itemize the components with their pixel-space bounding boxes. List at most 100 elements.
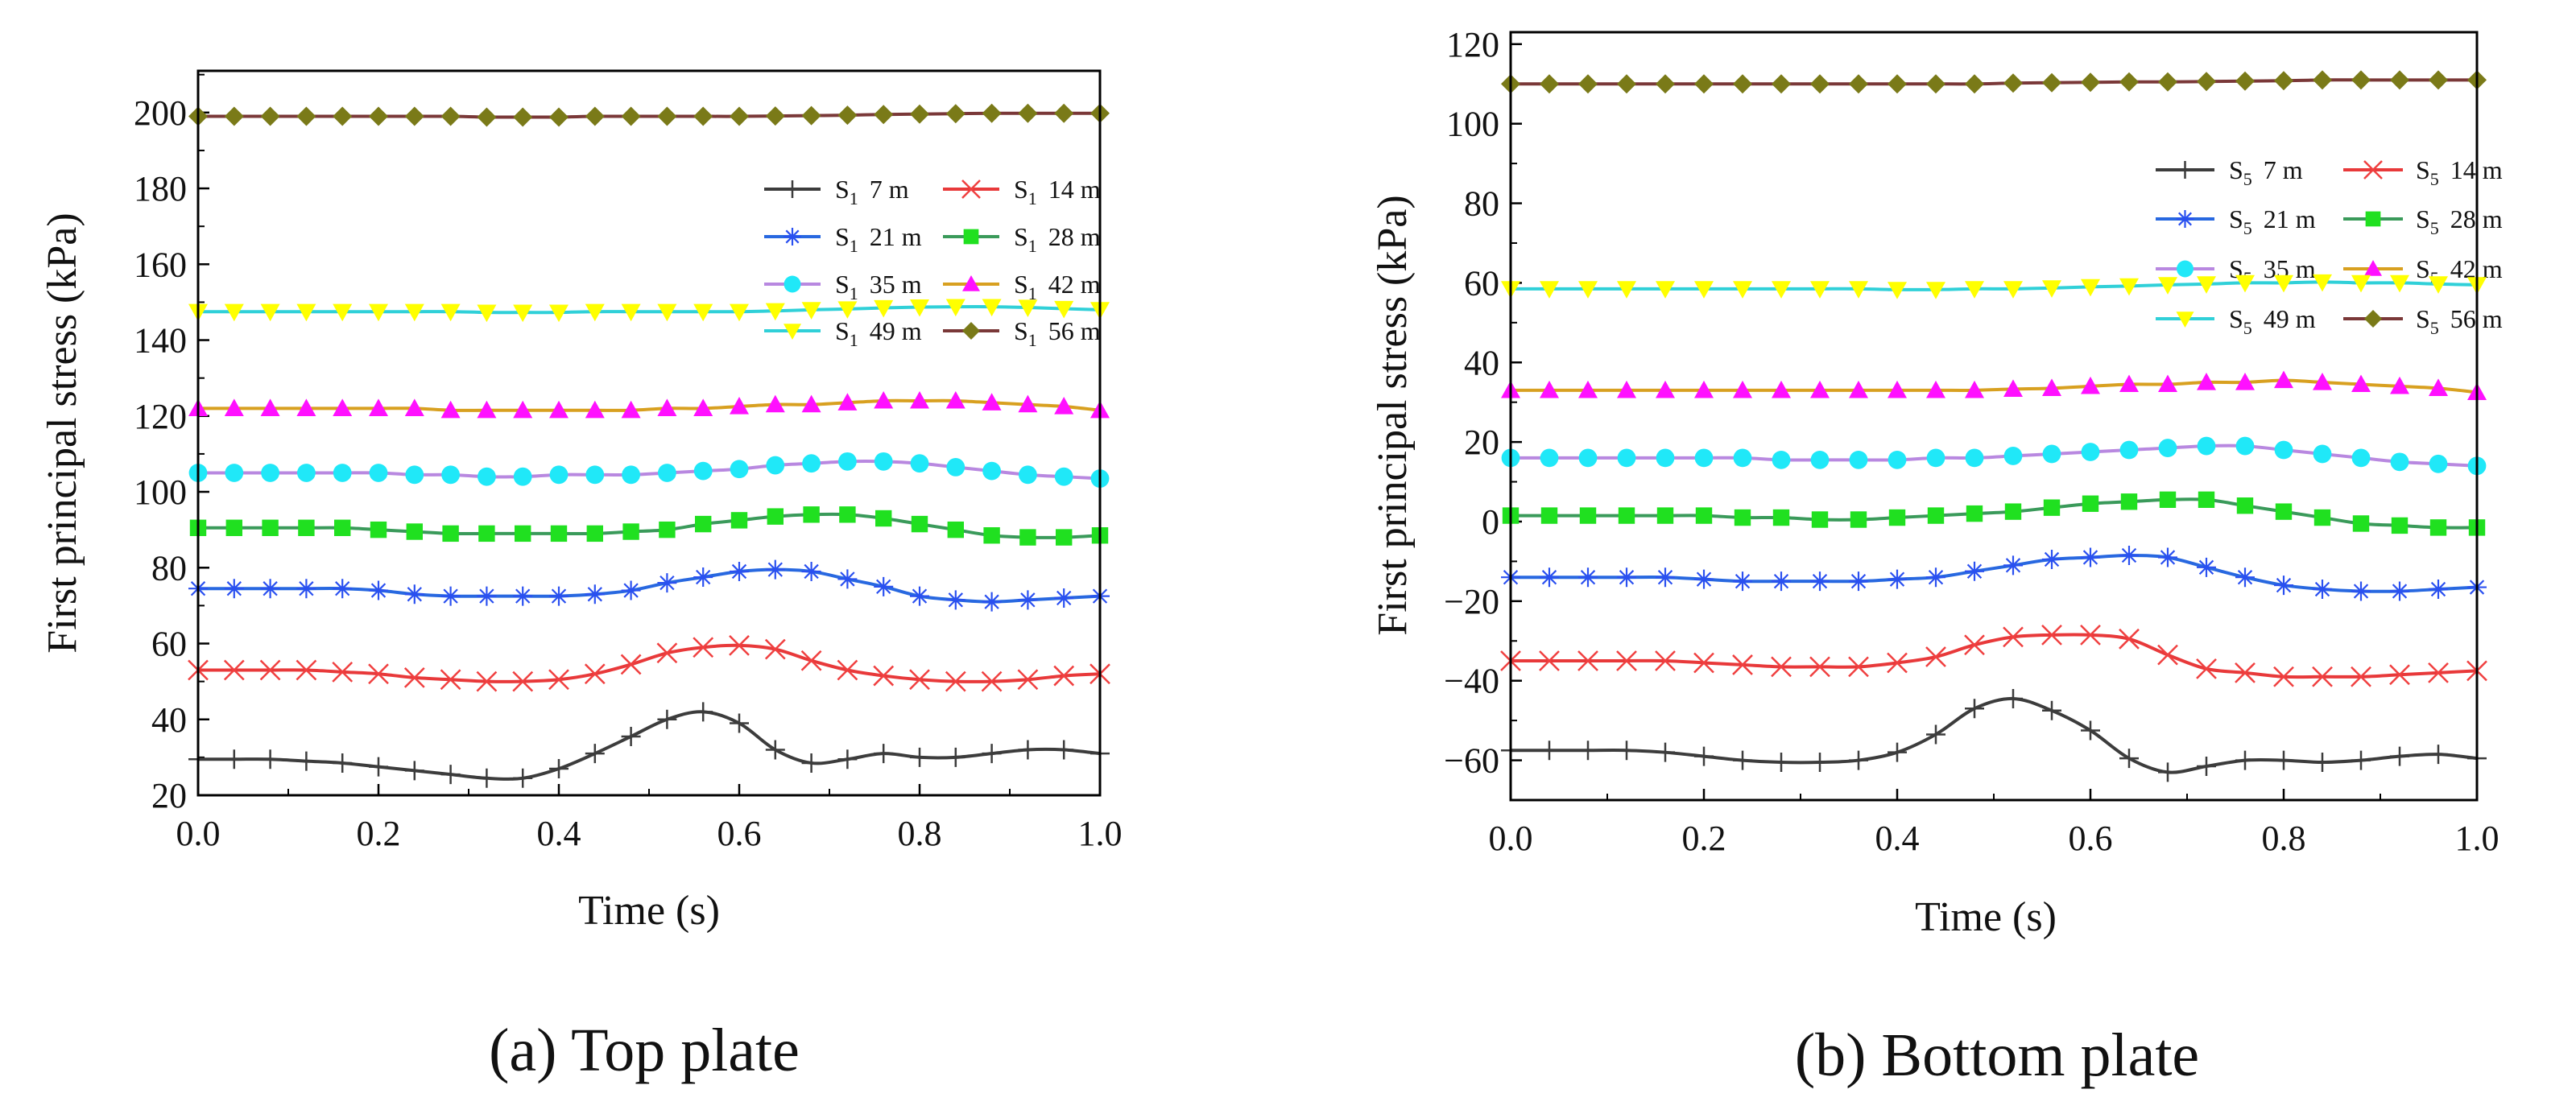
square-marker xyxy=(1019,529,1036,546)
legend-label-main: S xyxy=(1014,222,1028,251)
legend-label: S1 28 m xyxy=(1014,222,1101,256)
diamond-marker xyxy=(585,106,605,126)
triangle-up-marker xyxy=(549,400,569,419)
triangle-up-marker xyxy=(260,398,280,416)
series-s1-28-m xyxy=(189,506,1109,546)
asterisk-marker xyxy=(1849,571,1868,592)
plus-marker xyxy=(801,753,821,773)
x-tick-label: 0.0 xyxy=(176,814,221,853)
x-marker xyxy=(1771,656,1792,678)
diamond-marker xyxy=(874,105,894,125)
triangle-down-marker xyxy=(2351,274,2371,293)
diamond-marker xyxy=(2003,73,2023,93)
diamond-marker xyxy=(693,106,713,126)
diamond-marker xyxy=(2235,71,2255,91)
square-marker xyxy=(1772,509,1790,526)
legend-label-sub: 5 xyxy=(2243,169,2252,189)
legend-label-tail: 35 m xyxy=(870,270,922,299)
asterisk-marker xyxy=(296,579,316,599)
triangle-down-marker xyxy=(2429,276,2448,294)
y-tick-label: 20 xyxy=(151,776,187,815)
diamond-marker xyxy=(730,106,749,126)
circle-marker xyxy=(2274,440,2293,460)
x-tick-label: 0.2 xyxy=(1682,819,1726,858)
diamond-marker xyxy=(1772,74,1791,94)
y-tick-label: 100 xyxy=(1446,105,1499,144)
x-marker xyxy=(2312,666,2333,687)
legend-label-sub: 1 xyxy=(1028,283,1037,303)
legend-label-main: S xyxy=(2416,304,2430,333)
legend-entry: S1 42 m xyxy=(943,270,1101,303)
triangle-up-marker xyxy=(296,398,316,416)
legend-label-tail: 28 m xyxy=(1048,222,1101,251)
x-marker xyxy=(800,650,822,671)
series-s1-42-m xyxy=(188,390,1110,419)
x-axis-title: Time (s) xyxy=(578,888,720,934)
triangle-up-marker xyxy=(2390,376,2409,394)
legend-label-sub: 5 xyxy=(2430,318,2439,338)
triangle-down-marker xyxy=(1810,281,1830,299)
triangle-up-marker xyxy=(1849,380,1868,398)
circle-marker xyxy=(1772,450,1791,469)
triangle-down-marker xyxy=(1965,281,1984,299)
legend-label-main: S xyxy=(2229,304,2243,333)
x-tick-label: 0.6 xyxy=(2069,819,2113,858)
legend-label-tail: 56 m xyxy=(1048,316,1101,345)
square-marker xyxy=(1811,511,1829,528)
asterisk-marker xyxy=(2197,557,2216,577)
triangle-up-marker xyxy=(1926,380,1945,398)
legend-label-sub: 5 xyxy=(2243,318,2252,338)
circle-marker xyxy=(478,467,496,486)
triangle-up-marker xyxy=(1694,380,1714,398)
asterisk-marker xyxy=(404,584,424,604)
x-marker xyxy=(1887,652,1908,674)
asterisk-marker xyxy=(585,584,605,604)
square-marker xyxy=(839,506,856,523)
triangle-up-marker xyxy=(765,394,785,413)
triangle-down-marker xyxy=(585,303,605,322)
series-line xyxy=(197,710,1101,781)
legend-label-main: S xyxy=(2229,204,2243,233)
square-marker xyxy=(1656,507,1674,524)
triangle-up-marker xyxy=(1054,397,1074,415)
triangle-up-marker xyxy=(945,390,965,409)
triangle-down-marker xyxy=(224,303,244,322)
legend-entry: S1 56 m xyxy=(943,316,1101,350)
asterisk-marker xyxy=(1926,567,1945,588)
x-marker xyxy=(693,637,714,658)
square-marker xyxy=(803,506,820,523)
circle-marker xyxy=(297,464,316,482)
asterisk-marker xyxy=(657,573,677,593)
x-marker xyxy=(548,669,569,691)
plus-marker xyxy=(369,757,388,777)
x-marker xyxy=(873,665,895,687)
legend-entry: S5 21 m xyxy=(2156,204,2316,238)
chart-b: 0.0 0.2 0.4 0.6 0.8 1.0 −60 −40 −20 0 20 40 60 80 100 1… xyxy=(1370,25,2503,1089)
square-marker xyxy=(1618,507,1635,524)
asterisk-marker xyxy=(549,586,569,606)
triangle-up-marker xyxy=(369,398,388,416)
y-tick-label: 0 xyxy=(1482,502,1499,542)
diamond-marker xyxy=(1018,103,1038,123)
plus-marker xyxy=(1018,740,1038,760)
series-line xyxy=(1510,78,2477,86)
legend-label-main: S xyxy=(1014,270,1028,299)
x-tick-label: 0.4 xyxy=(1875,819,1920,858)
plus-marker xyxy=(260,749,280,769)
y-tick-label: 40 xyxy=(151,700,187,740)
circle-marker xyxy=(982,461,1001,481)
legend-entry: S5 49 m xyxy=(2156,304,2316,338)
triangle-up-marker xyxy=(837,393,858,411)
asterisk-marker xyxy=(1617,567,1636,588)
diamond-marker xyxy=(2390,70,2409,90)
y-axis-title: First principal stress (kPa) xyxy=(39,212,85,653)
y-tick-label: 120 xyxy=(1446,25,1499,64)
square-marker xyxy=(1927,507,1945,524)
triangle-up-marker xyxy=(1733,380,1752,398)
diamond-marker xyxy=(1578,74,1598,94)
plus-marker xyxy=(837,749,858,769)
plus-marker xyxy=(1540,741,1559,761)
series-s1-14-m xyxy=(188,634,1110,692)
asterisk-marker xyxy=(260,579,280,599)
triangle-up-marker xyxy=(657,398,677,416)
